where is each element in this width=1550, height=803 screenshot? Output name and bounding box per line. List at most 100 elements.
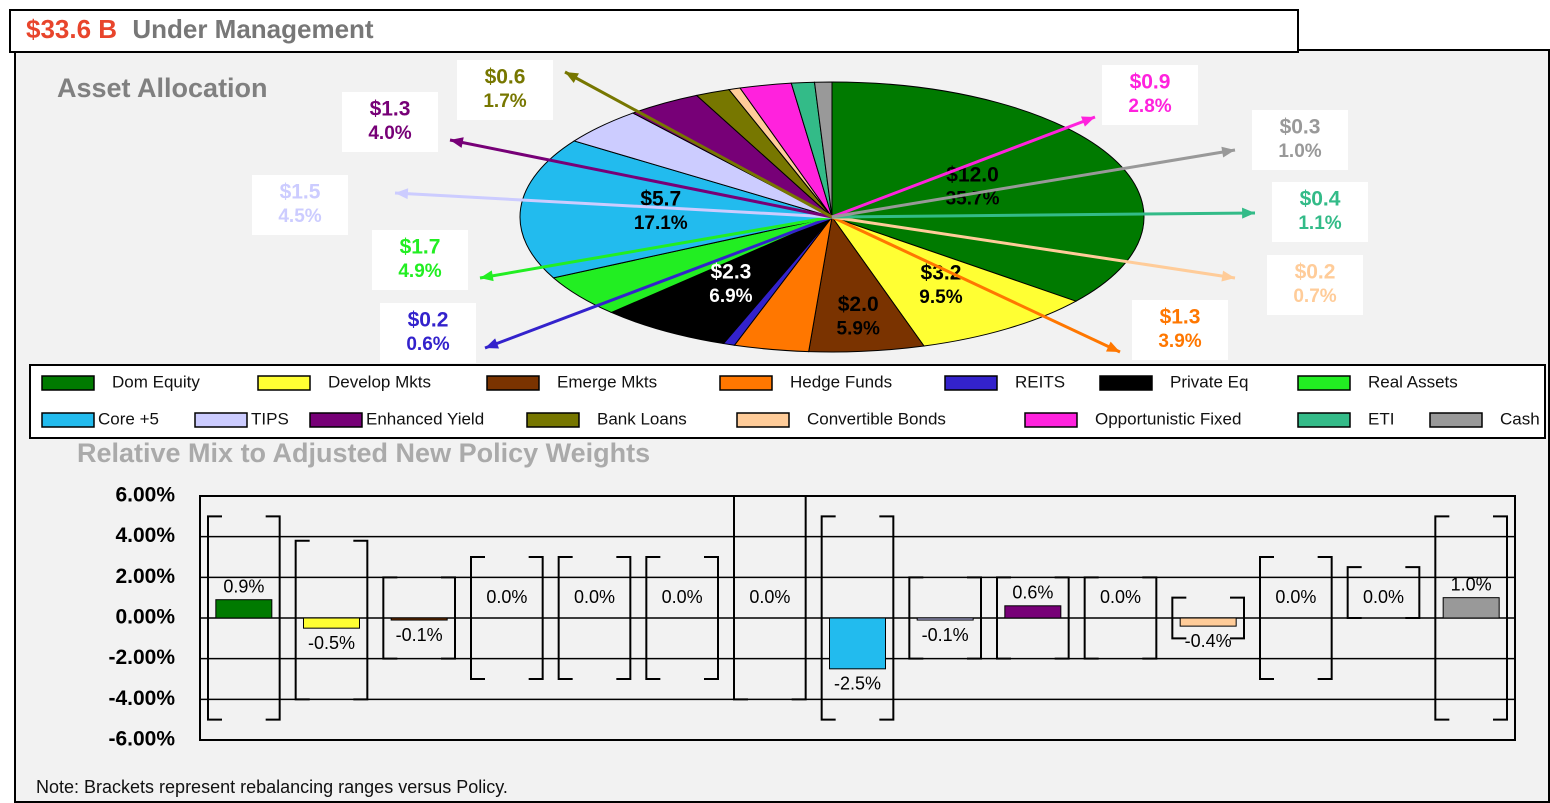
slice-percent-label: 4.9% [398,261,441,282]
label-box [372,230,468,290]
range-bracket [1346,566,1421,619]
bar-title: Relative Mix to Adjusted New Policy Weig… [77,438,650,468]
slice-value-label: $0.2 [1295,261,1336,284]
leader-arrow [564,70,833,219]
arrow-head [1221,270,1235,282]
label-box [457,60,553,120]
bar-value-label: -0.1% [396,625,443,645]
slice-value-label: $1.3 [1160,306,1201,329]
slice-value-label: $0.4 [1300,188,1341,211]
slice-value-label: $5.7 [640,188,681,211]
range-bracket [207,515,281,721]
legend-label: Core +5 [98,409,159,428]
slice-percent-label: 0.7% [1293,286,1336,307]
header: $33.6 B Under Management [26,14,374,44]
leader-arrow [831,211,1256,219]
bar-value-label: 0.0% [662,587,703,607]
range-bracket [733,495,807,701]
leader-arrow [831,215,1121,354]
slice-percent-label: 6.9% [709,286,752,307]
range-bracket [1259,556,1333,680]
y-tick-label: 4.00% [115,524,175,547]
legend-swatch [194,412,248,428]
legend-label: TIPS [251,409,289,428]
slice-percent-label: 1.0% [1278,141,1321,162]
legend-swatch [1099,375,1153,391]
note: Note: Brackets represent rebalancing ran… [36,777,508,797]
slice-value-label: $3.2 [921,262,962,285]
label-box [252,175,348,235]
legend-swatch [41,412,95,428]
legend-swatch [526,412,580,428]
range-bracket [820,515,895,721]
legend-swatch [1024,412,1078,428]
bar [1004,605,1062,619]
bar [215,599,273,619]
slice-value-label: $2.0 [838,293,879,316]
range-bracket [1171,596,1245,640]
pie-title: Asset Allocation [57,73,268,103]
header-text: Under Management [132,14,374,44]
slice-value-label: $1.7 [400,236,441,259]
range-bracket [1434,515,1508,721]
legend-swatch [1429,412,1483,428]
range-bracket [908,576,982,660]
bar [390,617,448,621]
pie-slice [830,216,1078,347]
slice-percent-label: 1.7% [483,91,526,112]
legend-swatch [736,412,790,428]
leader-arrow [479,215,833,280]
header-box [9,9,1299,53]
legend-label: Hedge Funds [790,372,892,391]
slice-percent-label: 4.5% [278,206,321,227]
arrow-head [1242,207,1255,219]
label-box [1252,110,1348,170]
y-tick-label: -4.00% [108,687,175,710]
slice-percent-label: 35.7% [946,189,1000,210]
label-box [380,303,476,363]
bar-value-label: -2.5% [834,674,881,694]
range-bracket [1083,576,1158,660]
bar-value-label: -0.1% [922,625,969,645]
legend-label: Dom Equity [112,372,200,391]
slice-value-label: $1.3 [370,98,411,121]
legend-label: Real Assets [1368,372,1458,391]
bar-value-label: -0.5% [308,633,355,653]
range-bracket [382,576,456,660]
bar [303,617,360,629]
slice-value-label: $12.0 [946,163,999,186]
bar-value-label: 1.0% [1451,574,1492,594]
range-bracket [645,556,719,680]
legend-label: Develop Mkts [328,372,431,391]
arrow-head [1221,146,1235,158]
y-tick-label: 2.00% [115,565,175,588]
label-box [1102,65,1198,125]
pie-slice [610,216,833,345]
slice-percent-label: 3.9% [1158,331,1201,352]
arrow-head [395,188,409,200]
bar-value-label: 0.6% [1012,583,1053,603]
y-tick-label: 0.00% [115,606,175,629]
leader-arrow [449,138,833,219]
legend-label: ETI [1368,409,1394,428]
y-tick-label: -6.00% [108,728,175,751]
leader-arrow [831,148,1236,219]
label-box [1267,255,1363,315]
bar-value-label: 0.9% [223,576,264,596]
arrow-head [450,137,464,148]
legend-swatch [944,375,998,391]
legend-label: Cash [1500,409,1540,428]
legend-swatch [257,375,311,391]
range-bracket [470,556,544,680]
legend-swatch [41,375,95,391]
legend-label: Private Eq [1170,372,1248,391]
slice-value-label: $1.5 [280,181,321,204]
slice-value-label: $0.3 [1280,116,1321,139]
label-box [1132,300,1228,360]
y-tick-label: -2.00% [108,646,175,669]
bar-value-label: -0.4% [1185,631,1232,651]
legend-swatch [719,375,773,391]
legend-label: Emerge Mkts [557,372,657,391]
slice-value-label: $2.3 [710,261,751,284]
